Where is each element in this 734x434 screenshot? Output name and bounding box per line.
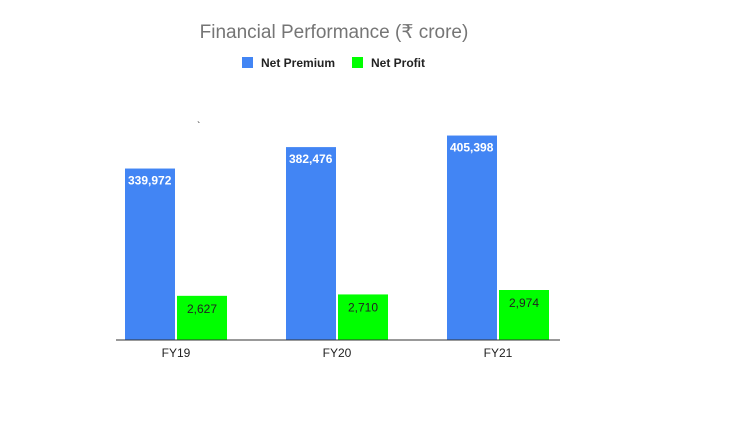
- legend-swatch-0: [242, 57, 253, 68]
- stray-mark: `: [197, 120, 200, 132]
- bars-group: 339,972 2,627 382,476 2,710 405,398 2,974: [125, 135, 549, 340]
- legend-label-0: Net Premium: [261, 56, 335, 70]
- legend-label-1: Net Profit: [371, 56, 425, 70]
- legend-swatch-1: [352, 57, 363, 68]
- data-label-net-premium-FY21: 405,398: [450, 141, 494, 155]
- bar-net-profit-FY19: [177, 295, 227, 340]
- bar-net-premium-FY21: [447, 135, 497, 340]
- data-label-net-premium-FY20: 382,476: [289, 152, 333, 166]
- data-label-net-premium-FY19: 339,972: [128, 174, 172, 188]
- chart-title: Financial Performance (₹ crore): [200, 22, 469, 43]
- bar-net-premium-FY19: [125, 168, 175, 340]
- data-label-net-profit-FY21: 2,974: [509, 296, 539, 310]
- data-label-net-profit-FY19: 2,627: [187, 302, 217, 316]
- bar-net-profit-FY21: [499, 290, 549, 340]
- x-tick-label-FY20: FY20: [323, 346, 352, 360]
- x-tick-label-FY19: FY19: [162, 346, 191, 360]
- data-label-net-profit-FY20: 2,710: [348, 300, 378, 314]
- category-labels: FY19 FY20 FY21: [162, 346, 513, 360]
- bar-net-profit-FY20: [338, 294, 388, 340]
- bar-net-premium-FY20: [286, 147, 336, 340]
- x-tick-label-FY21: FY21: [484, 346, 513, 360]
- legend: Net Premium Net Profit: [242, 56, 425, 70]
